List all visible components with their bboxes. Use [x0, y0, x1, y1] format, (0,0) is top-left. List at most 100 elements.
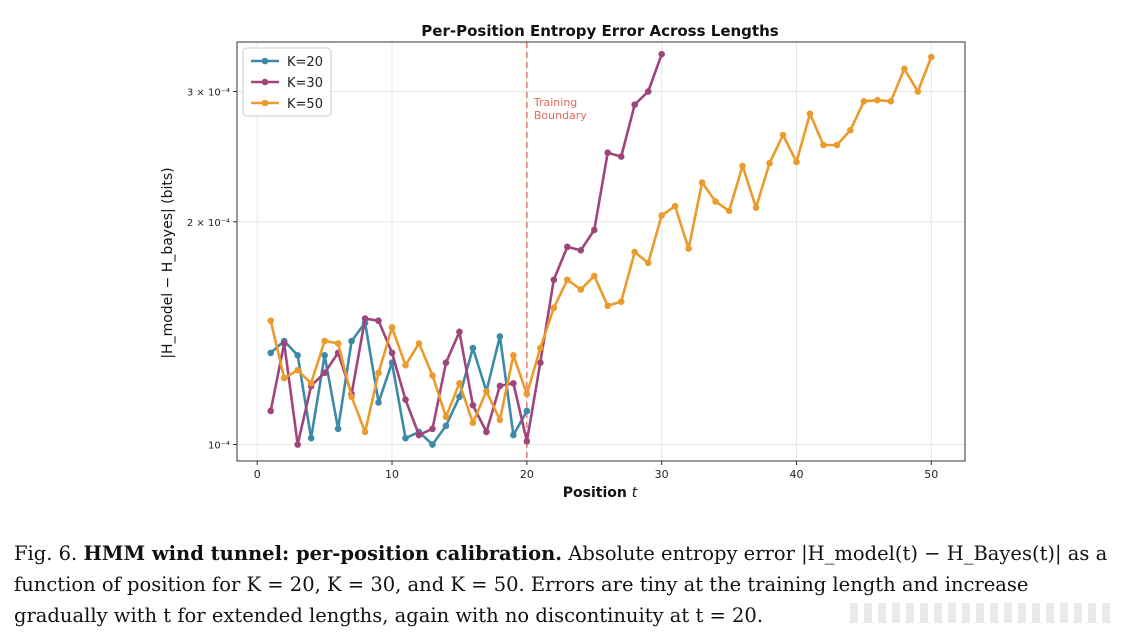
data-point-k30 — [550, 276, 558, 284]
data-point-k50 — [739, 162, 746, 170]
data-point-k30 — [483, 428, 490, 436]
data-point-k20 — [307, 434, 315, 442]
data-point-k20 — [496, 333, 504, 340]
data-point-k20 — [321, 352, 328, 359]
data-point-k20 — [456, 393, 463, 401]
data-point-k50 — [563, 276, 571, 284]
x-tick-label: 10 — [385, 468, 399, 481]
watermark — [850, 603, 1110, 623]
x-axis-label: Position t — [563, 485, 638, 501]
data-point-k20 — [267, 349, 275, 357]
data-point-k50 — [847, 126, 854, 134]
data-point-k50 — [631, 248, 639, 256]
series-layer — [267, 50, 935, 448]
series-line-k50 — [269, 56, 933, 434]
data-point-k30 — [496, 382, 504, 390]
data-point-k50 — [644, 259, 652, 267]
data-point-k50 — [874, 96, 881, 104]
data-point-k50 — [752, 204, 760, 211]
data-point-k50 — [671, 202, 679, 210]
data-point-k30 — [361, 315, 369, 322]
data-point-k50 — [550, 304, 558, 312]
data-point-k50 — [348, 393, 355, 401]
data-point-k50 — [725, 207, 733, 215]
data-point-k30 — [280, 340, 288, 347]
data-point-k30 — [456, 328, 463, 336]
data-point-k20 — [294, 352, 301, 359]
x-tick-label: 40 — [789, 468, 803, 481]
y-tick-label: 3 × 10⁻⁴ — [187, 88, 230, 99]
data-point-k50 — [887, 98, 895, 105]
data-point-k50 — [402, 361, 409, 369]
data-point-k20 — [442, 422, 450, 430]
data-point-k50 — [860, 98, 868, 105]
data-point-k30 — [510, 379, 517, 387]
data-point-k50 — [793, 158, 800, 166]
data-point-k50 — [321, 337, 328, 345]
data-point-k50 — [712, 198, 719, 205]
x-tick-label: 0 — [254, 468, 261, 481]
figure-caption: Fig. 6. HMM wind tunnel: per-position ca… — [14, 538, 1114, 631]
series-line-k20 — [269, 321, 529, 446]
data-point-k30 — [469, 401, 477, 409]
data-point-k50 — [483, 388, 490, 395]
data-point-k20 — [375, 399, 382, 406]
data-point-k50 — [267, 317, 275, 325]
data-point-k50 — [334, 340, 342, 347]
data-point-k20 — [334, 425, 342, 433]
legend-swatch-marker — [261, 99, 269, 107]
data-point-k30 — [563, 243, 571, 251]
data-point-k50 — [375, 369, 382, 377]
data-point-k50 — [294, 366, 301, 374]
data-point-k20 — [510, 431, 517, 439]
data-point-k30 — [294, 441, 301, 448]
legend-entry: K=30 — [287, 76, 323, 91]
data-point-k30 — [402, 396, 409, 403]
training-boundary-label: Training — [533, 96, 577, 109]
data-point-k30 — [429, 425, 436, 433]
data-point-k50 — [927, 53, 935, 61]
data-point-k50 — [510, 352, 517, 359]
data-point-k30 — [590, 226, 598, 234]
data-point-k20 — [402, 434, 409, 442]
legend-entry: K=20 — [287, 55, 323, 70]
data-point-k50 — [685, 245, 692, 252]
chart-title: Per-Position Entropy Error Across Length… — [421, 22, 778, 40]
data-point-k30 — [267, 407, 275, 415]
data-point-k30 — [658, 50, 665, 58]
caption-bold-title: HMM wind tunnel: per-position calibratio… — [83, 542, 563, 565]
data-point-k50 — [307, 379, 315, 387]
caption-text: Absolute entropy error |H_model(t) − H_B… — [14, 542, 1108, 627]
data-point-k50 — [914, 88, 922, 95]
data-point-k30 — [442, 359, 450, 367]
grid-layer — [237, 42, 965, 461]
plot-frame — [236, 41, 966, 462]
series-line-k30 — [269, 53, 663, 446]
data-point-k50 — [617, 298, 625, 305]
data-point-k50 — [590, 272, 598, 280]
data-point-k30 — [375, 317, 382, 325]
x-tick-label: 30 — [655, 468, 669, 481]
legend: K=20 K=30 K=50 — [242, 47, 332, 117]
data-point-k30 — [388, 349, 396, 357]
data-point-k30 — [537, 359, 544, 367]
tick-layer: 0 10 20 30 40 50 10⁻⁴ 2 × 10⁻⁴ 3 × 10⁻⁴ — [187, 88, 938, 481]
data-point-k50 — [766, 159, 773, 167]
caption-fig-label: Fig. 6. — [14, 542, 78, 565]
data-point-k50 — [779, 131, 787, 139]
data-point-k20 — [429, 441, 436, 448]
data-point-k50 — [469, 419, 477, 427]
data-point-k50 — [456, 379, 463, 387]
data-point-k50 — [820, 141, 827, 149]
data-point-k30 — [604, 149, 612, 156]
data-point-k50 — [604, 302, 612, 310]
legend-swatch-marker — [261, 78, 269, 86]
y-tick-label: 10⁻⁴ — [208, 441, 230, 452]
y-tick-label: 2 × 10⁻⁴ — [187, 218, 230, 229]
data-point-k20 — [469, 344, 477, 352]
x-tick-label: 20 — [520, 468, 534, 481]
data-point-k50 — [388, 324, 396, 331]
data-point-k50 — [577, 286, 585, 293]
